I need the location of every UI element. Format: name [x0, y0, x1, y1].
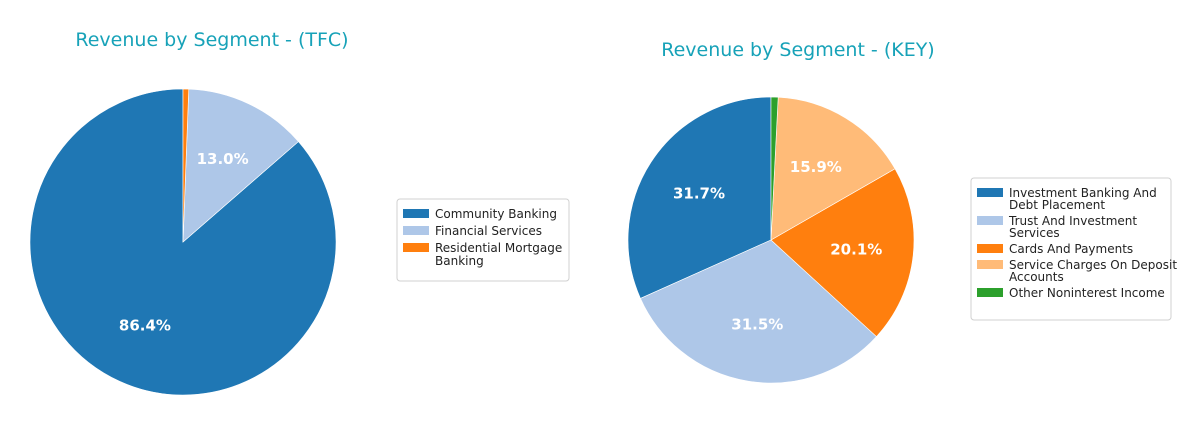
- legend-swatch-service-charges-on-deposit-accounts: [977, 260, 1003, 269]
- legend-swatch-trust-and-investment-services: [977, 216, 1003, 225]
- legend-label-cards-and-payments: Cards And Payments: [1009, 242, 1133, 256]
- legend-label-investment-banking-and-debt-placement: Investment Banking And Debt Placement: [1009, 186, 1157, 212]
- legend-key: Investment Banking And Debt PlacementTrus…: [970, 177, 1177, 321]
- legend-swatch-residential-mortgage-banking: [403, 243, 429, 252]
- slice-label-community-banking: 86.4%: [119, 317, 171, 335]
- legend-swatch-financial-services: [403, 226, 429, 235]
- pie-slice-financial-services: [182, 88, 299, 243]
- legend-frame: [396, 198, 570, 282]
- legend-frame: [970, 177, 1172, 321]
- slice-label-service-charges-on-deposit-accounts: 15.9%: [790, 158, 842, 176]
- legend-label-residential-mortgage-banking: Residential Mortgage Banking: [435, 241, 562, 268]
- legend-label-other-noninterest-income: Other Noninterest Income: [1009, 286, 1165, 300]
- legend-label-community-banking: Community Banking: [435, 207, 557, 221]
- slice-label-financial-services: 13.0%: [197, 150, 249, 168]
- pie-key: 31.7% 31.5% 20.1% 15.9%: [627, 96, 915, 384]
- legend-label-service-charges-on-deposit-accounts: Service Charges On Deposit Accounts: [1009, 258, 1177, 284]
- slice-label-investment-banking-and-debt-placement: 31.7%: [673, 184, 725, 202]
- legend-tfc: Community Banking Financial Services Resid…: [396, 198, 570, 282]
- pie-slice-cards-and-payments: [770, 168, 915, 337]
- legend-swatch-community-banking: [403, 209, 429, 218]
- legend-label-trust-and-investment-services: Trust And Investment Services: [1008, 214, 1137, 240]
- pie-slice-service-charges-on-deposit-accounts: [770, 96, 896, 241]
- legend-label-financial-services: Financial Services: [435, 224, 542, 238]
- legend-swatch-other-noninterest-income: [977, 288, 1003, 297]
- slice-label-trust-and-investment-services: 31.5%: [731, 316, 783, 334]
- pie-tfc: 86.4% 13.0%: [29, 88, 337, 396]
- chart-title-tfc: Revenue by Segment - (TFC): [75, 29, 348, 51]
- legend-swatch-investment-banking-and-debt-placement: [977, 188, 1003, 197]
- legend-swatch-cards-and-payments: [977, 244, 1003, 253]
- pie-slice-other-noninterest-income: [770, 96, 779, 241]
- pie-slice-residential-mortgage-banking: [182, 88, 190, 243]
- slice-label-cards-and-payments: 20.1%: [830, 240, 882, 258]
- pie-slice-trust-and-investment-services: [640, 239, 877, 384]
- chart-title-key: Revenue by Segment - (KEY): [661, 39, 934, 61]
- pie-slice-investment-banking-and-debt-placement: [627, 96, 772, 299]
